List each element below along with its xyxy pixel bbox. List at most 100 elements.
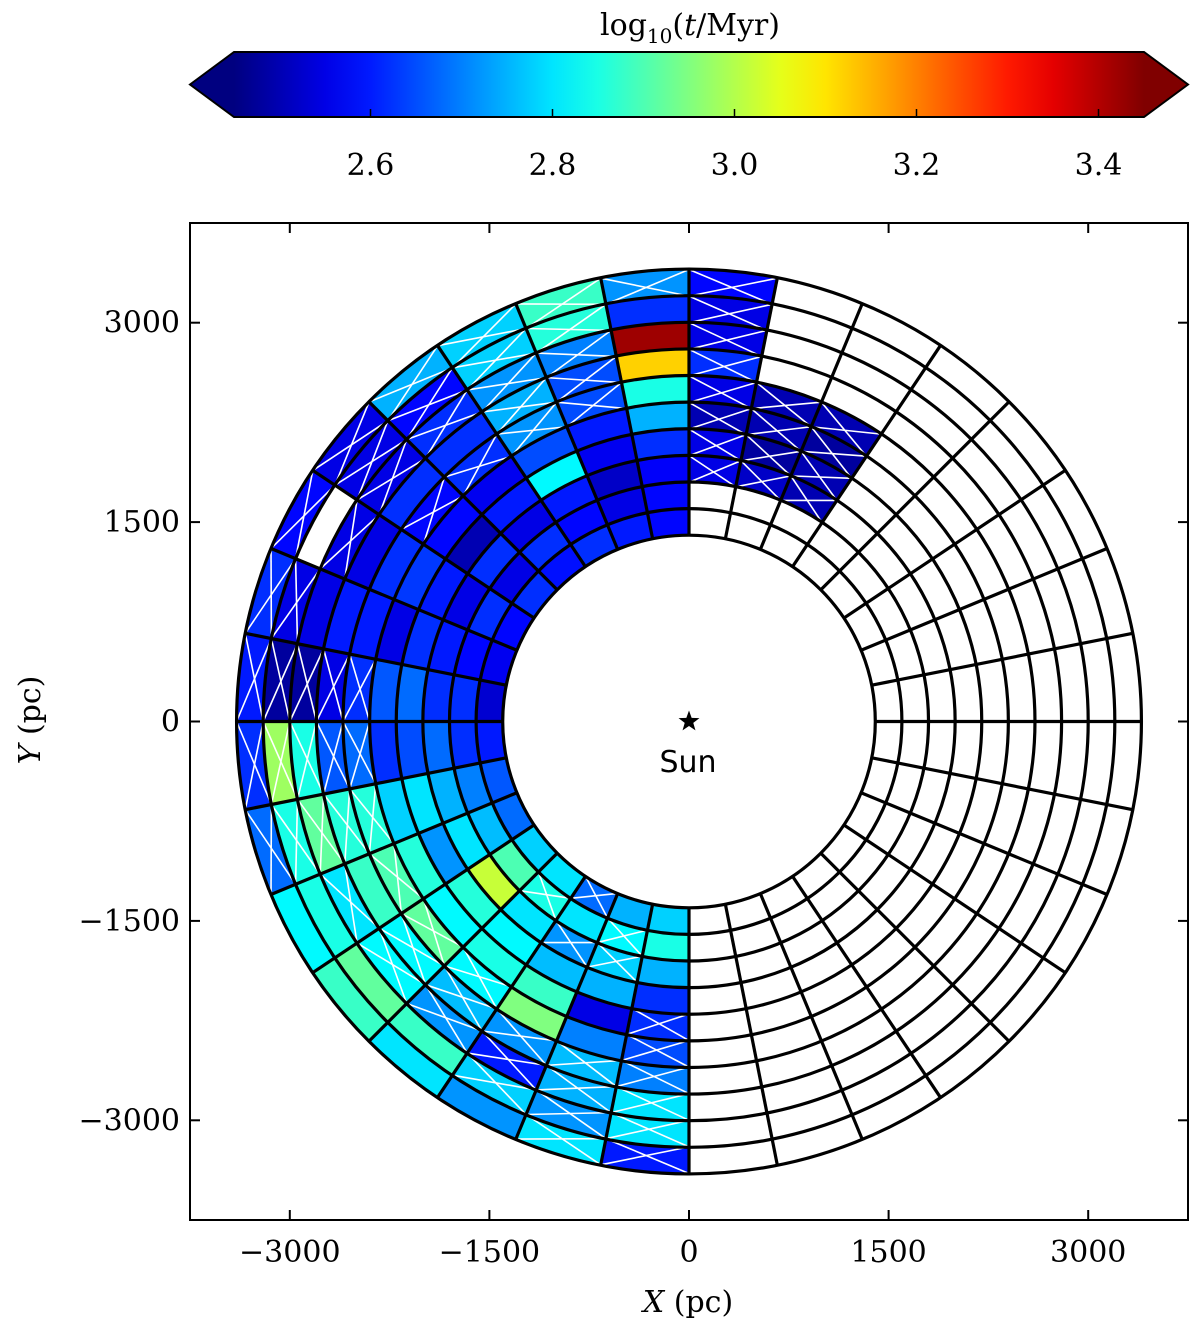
heatmap-cell xyxy=(511,571,558,619)
heatmap-cell xyxy=(637,956,689,988)
heatmap-cell xyxy=(357,928,426,1004)
heatmap-cell xyxy=(396,721,428,779)
cell-hatch-line xyxy=(235,721,273,805)
cell-hatch-line xyxy=(378,927,445,967)
cell-hatch-line xyxy=(605,268,690,306)
heatmap-cell xyxy=(489,552,539,604)
cell-hatch-line xyxy=(545,329,612,379)
heatmap-cell xyxy=(492,603,535,651)
colorbar-outline xyxy=(188,51,1190,118)
heatmap-cell xyxy=(790,451,852,501)
cell-hatch-line xyxy=(800,450,838,501)
cell-hatch-line xyxy=(387,389,468,422)
heatmap-cell xyxy=(323,579,370,655)
heatmap-cells xyxy=(235,268,882,1175)
y-tick-label: 1500 xyxy=(104,505,180,540)
cell-hatch-line xyxy=(425,983,498,1010)
heatmap-cell xyxy=(401,477,464,545)
cell-hatch-line xyxy=(406,411,483,441)
cell-hatch-line xyxy=(570,892,618,900)
grid-spoke xyxy=(244,756,507,812)
cell-hatch-line xyxy=(610,1111,690,1148)
cell-hatch-line xyxy=(406,1002,483,1032)
cell-hatch-line xyxy=(315,721,351,790)
axis-ticks: −3000 −1500 0 1500 3000 −3000 −1500 0 1500 3000 xyxy=(79,223,1188,1270)
cell-hatch-line xyxy=(378,928,408,1004)
heatmap-cell xyxy=(437,1075,527,1140)
cell-hatch-line xyxy=(444,965,512,988)
heatmap-cell xyxy=(349,589,394,660)
cell-hatch-line xyxy=(610,1092,690,1114)
colorbar-tick-label: 2.8 xyxy=(529,148,577,183)
cell-hatch-line xyxy=(556,355,617,403)
cell-hatch-line xyxy=(545,1064,612,1114)
cell-hatch-line xyxy=(688,277,778,297)
heatmap-cell xyxy=(418,559,468,620)
cell-hatch-line xyxy=(400,495,464,531)
heatmap-cell xyxy=(401,773,444,834)
cell-hatch-line xyxy=(606,917,643,957)
cell-hatch-line xyxy=(746,425,812,436)
heatmap-cell xyxy=(519,871,571,921)
cell-hatch-line xyxy=(244,633,264,722)
grid-spoke xyxy=(758,303,864,551)
cell-hatch-line xyxy=(626,1033,690,1068)
cell-hatch-line xyxy=(519,889,571,900)
cell-hatch-line xyxy=(348,721,371,790)
cell-hatch-line xyxy=(356,457,426,501)
heatmap-cell xyxy=(387,367,468,440)
heatmap-cell xyxy=(576,434,638,476)
cell-hatch-line xyxy=(688,454,737,488)
grid-spoke xyxy=(791,344,942,568)
heatmap-cell xyxy=(616,349,689,383)
heatmap-cell xyxy=(375,778,419,844)
heatmap-cell xyxy=(369,529,424,600)
colorbar-tick-label: 3.0 xyxy=(711,148,759,183)
heatmap-cell xyxy=(801,426,867,479)
heatmap-cell xyxy=(452,1053,537,1115)
y-tick-label: 0 xyxy=(161,705,180,740)
y-tick-label: 3000 xyxy=(104,306,180,341)
heatmap-cell xyxy=(526,942,588,992)
cell-hatch-line xyxy=(452,1074,537,1091)
cell-hatch-line xyxy=(688,295,768,332)
heatmap-cell xyxy=(357,439,426,515)
cell-hatch-line xyxy=(597,929,648,944)
grid-spoke xyxy=(843,823,1067,974)
cell-hatch-line xyxy=(322,648,344,722)
x-tick-label: −3000 xyxy=(239,1235,340,1270)
cell-hatch-line xyxy=(262,721,299,800)
heatmap-cell xyxy=(538,853,586,899)
heatmap-cell xyxy=(444,434,512,496)
heatmap-cell xyxy=(401,609,444,670)
grid-spoke xyxy=(599,277,655,540)
heatmap-cell xyxy=(476,680,507,722)
cell-hatch-line xyxy=(556,401,627,410)
cell-hatch-line xyxy=(348,653,371,722)
cell-hatch-line xyxy=(481,1030,537,1091)
heatmap-cell xyxy=(496,986,567,1041)
sun-label: Sun xyxy=(659,745,716,780)
heatmap-cell xyxy=(621,375,689,409)
heatmap-cell xyxy=(444,947,512,1009)
heatmap-cell xyxy=(566,991,632,1035)
x-tick-label: 0 xyxy=(679,1235,698,1270)
heatmap-cell xyxy=(271,884,335,973)
grid-spoke xyxy=(436,875,587,1099)
heatmap-cell xyxy=(443,573,490,630)
y-axis-title: Y (pc) xyxy=(13,676,48,765)
heatmap-cell xyxy=(449,674,481,722)
heatmap-cell xyxy=(445,514,501,574)
cell-hatch-line xyxy=(688,381,757,404)
heatmap-cell xyxy=(393,833,446,899)
grid-spoke xyxy=(436,344,587,568)
cell-hatch-line xyxy=(294,799,299,885)
heatmap-cell xyxy=(449,721,481,769)
cell-hatch-line xyxy=(356,420,389,501)
heatmap-cell xyxy=(297,568,345,649)
heatmap-cell xyxy=(463,456,527,515)
cell-hatch-line xyxy=(451,303,517,369)
cell-hatch-line xyxy=(535,303,607,354)
colorbar-tick-label: 3.2 xyxy=(893,148,941,183)
cell-hatch-line xyxy=(537,871,557,921)
